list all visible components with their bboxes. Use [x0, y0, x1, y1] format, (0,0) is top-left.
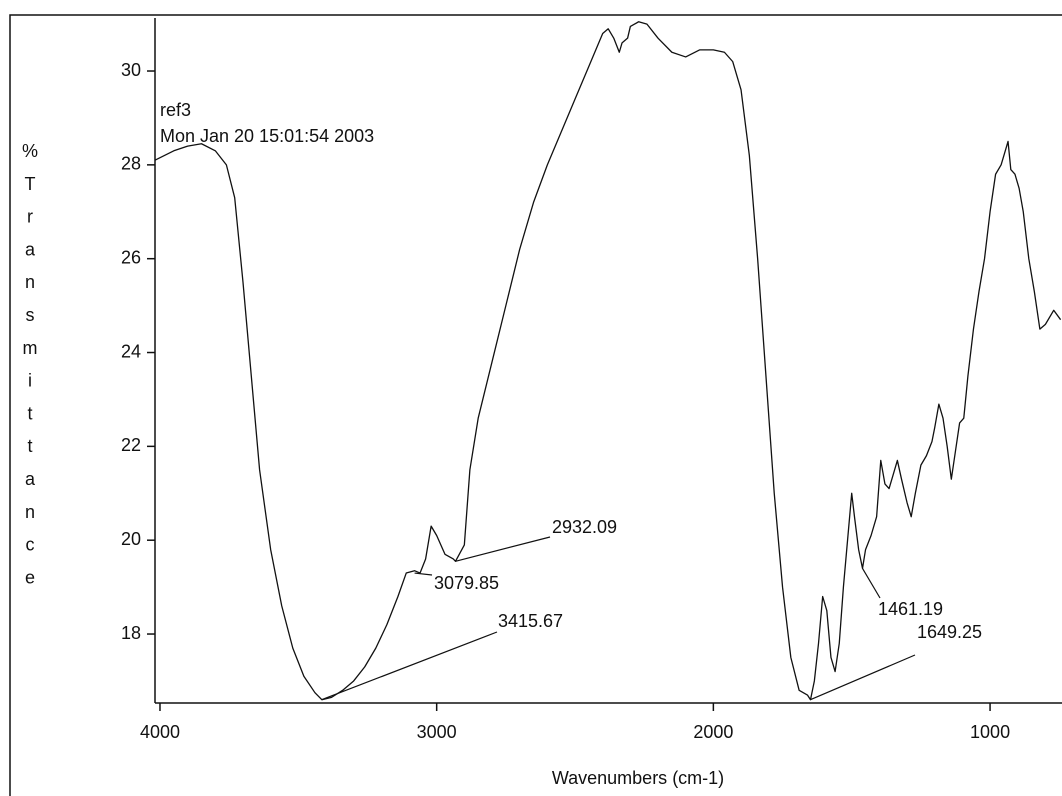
peak-label: 3079.85 [434, 573, 499, 593]
y-tick-label: 22 [121, 435, 141, 455]
x-tick-label: 4000 [140, 722, 180, 742]
y-tick-label: 24 [121, 341, 141, 361]
peak-label: 2932.09 [552, 517, 617, 537]
peak-leader [321, 631, 498, 701]
x-tick-label: 2000 [693, 722, 733, 742]
y-tick-label: 28 [121, 154, 141, 174]
peak-leader [414, 572, 433, 576]
x-tick-label: 1000 [970, 722, 1010, 742]
annotation: ref3 [160, 100, 191, 120]
peak-leader [810, 654, 916, 701]
y-tick-label: 18 [121, 623, 141, 643]
x-axis-label: Wavenumbers (cm-1) [552, 768, 724, 788]
frame [9, 14, 1062, 796]
y-tick-label: 30 [121, 60, 141, 80]
peak-leader [861, 568, 881, 599]
spectrum-line [154, 21, 1062, 701]
peak-label: 1461.19 [878, 599, 943, 619]
y-tick-label: 20 [121, 529, 141, 549]
peak-label: 3415.67 [498, 611, 563, 631]
y-tick-label: 26 [121, 247, 141, 267]
peak-label: 1649.25 [917, 622, 982, 642]
annotation: Mon Jan 20 15:01:54 2003 [160, 126, 374, 146]
peak-leader [455, 536, 551, 562]
x-tick-label: 3000 [417, 722, 457, 742]
